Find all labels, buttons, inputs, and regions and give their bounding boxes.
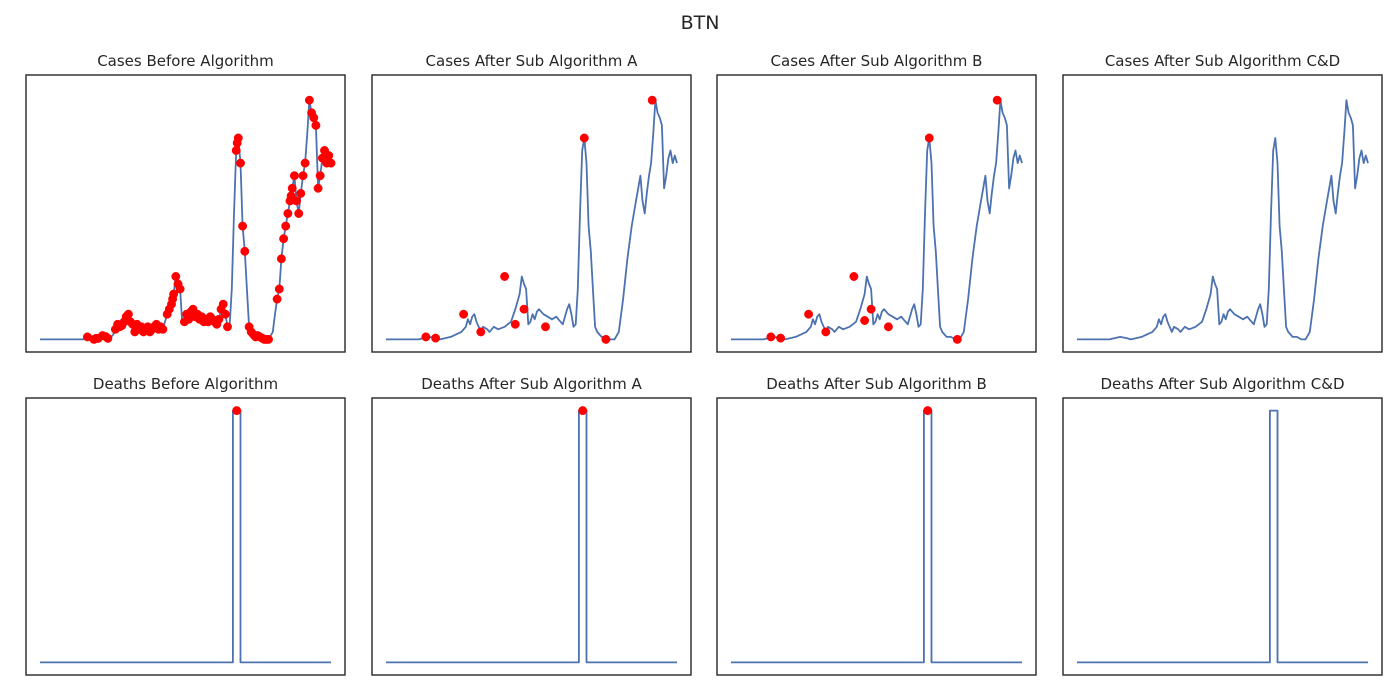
subplot-title: Deaths Before Algorithm: [93, 375, 278, 393]
data-point: [326, 158, 336, 168]
data-point: [923, 406, 933, 416]
data-point: [311, 120, 321, 130]
subplot-title: Cases After Sub Algorithm A: [426, 52, 639, 70]
data-point: [849, 272, 859, 281]
data-point: [647, 95, 657, 105]
data-point: [300, 158, 310, 168]
plot-frame: [1062, 74, 1383, 353]
data-point: [776, 333, 786, 343]
subplot: Deaths Before Algorithm: [25, 375, 346, 676]
data-point: [274, 284, 284, 294]
data-point: [289, 171, 299, 181]
data-point: [220, 309, 230, 319]
data-point: [804, 309, 814, 319]
data-point: [276, 254, 286, 264]
subplot-title: Cases After Sub Algorithm C&D: [1105, 52, 1340, 70]
data-point: [860, 316, 870, 325]
data-point: [214, 314, 224, 324]
plot-frame: [25, 397, 346, 676]
plot-frame: [371, 397, 692, 676]
data-point: [992, 95, 1002, 105]
data-point: [158, 324, 168, 334]
data-point: [283, 209, 293, 218]
subplot-title: Deaths After Sub Algorithm B: [766, 375, 987, 393]
data-point: [313, 183, 323, 193]
data-point: [298, 171, 308, 181]
data-point: [952, 334, 962, 344]
data-point: [510, 319, 520, 329]
subplot: Deaths After Sub Algorithm B: [716, 375, 1037, 676]
subplot-title: Cases After Sub Algorithm B: [771, 52, 983, 70]
figure-title: BTN: [681, 12, 720, 34]
subplot: Cases Before Algorithm: [25, 52, 346, 353]
data-point: [324, 151, 334, 161]
data-point: [279, 234, 289, 244]
data-point: [218, 299, 228, 309]
data-point: [236, 158, 245, 168]
data-point: [171, 272, 181, 281]
data-point: [232, 406, 242, 416]
data-point: [103, 333, 113, 343]
data-point: [309, 113, 319, 123]
data-point: [292, 196, 301, 206]
subplot: Cases After Sub Algorithm B: [716, 52, 1037, 353]
data-point: [766, 332, 776, 342]
data-point: [123, 309, 133, 319]
plot-frame: [371, 74, 692, 353]
plot-frame: [716, 397, 1037, 676]
data-point: [500, 272, 510, 281]
data-point: [304, 95, 314, 105]
series-line: [1077, 99, 1369, 341]
data-point: [578, 406, 588, 416]
data-point: [264, 334, 273, 344]
data-point: [233, 133, 243, 143]
data-point: [431, 333, 441, 343]
subplot: Deaths After Sub Algorithm A: [371, 375, 692, 676]
data-point: [294, 209, 304, 218]
data-point: [296, 188, 306, 198]
series-line: [1077, 409, 1368, 664]
panel-grid: Cases Before Algorithm Cases After Sub Al…: [25, 52, 1383, 676]
data-point: [821, 327, 831, 337]
data-point: [169, 289, 179, 299]
data-point: [459, 309, 469, 319]
data-point: [883, 322, 893, 332]
data-point: [240, 246, 250, 256]
data-point: [866, 304, 876, 314]
data-point: [541, 322, 550, 332]
plot-frame: [716, 74, 1037, 353]
subplot: Cases After Sub Algorithm C&D: [1062, 52, 1383, 353]
data-point: [223, 322, 232, 332]
data-point: [519, 304, 529, 314]
plot-frame: [1062, 397, 1383, 676]
data-point: [421, 332, 431, 342]
subplot-title: Cases Before Algorithm: [97, 52, 274, 70]
subplot: Deaths After Sub Algorithm C&D: [1062, 375, 1383, 676]
data-point: [175, 284, 185, 294]
data-point: [287, 183, 297, 193]
data-point: [579, 133, 589, 143]
subplot: Cases After Sub Algorithm A: [371, 52, 692, 353]
data-point: [601, 334, 611, 344]
subplot-title: Deaths After Sub Algorithm A: [421, 375, 642, 393]
subplot-title: Deaths After Sub Algorithm C&D: [1101, 375, 1345, 393]
data-point: [281, 221, 291, 231]
data-point: [231, 146, 241, 155]
data-point: [476, 327, 486, 337]
data-point: [315, 171, 325, 181]
data-point: [238, 221, 248, 231]
data-point: [272, 294, 282, 304]
data-point: [924, 133, 934, 143]
